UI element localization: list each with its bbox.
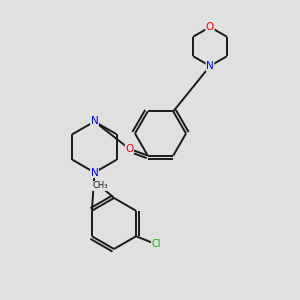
Text: N: N [206, 61, 214, 71]
Text: Cl: Cl [152, 239, 161, 249]
Text: N: N [91, 167, 98, 178]
Text: O: O [206, 22, 214, 32]
Text: N: N [91, 116, 98, 127]
Text: O: O [125, 144, 134, 154]
Text: CH₃: CH₃ [92, 182, 108, 190]
